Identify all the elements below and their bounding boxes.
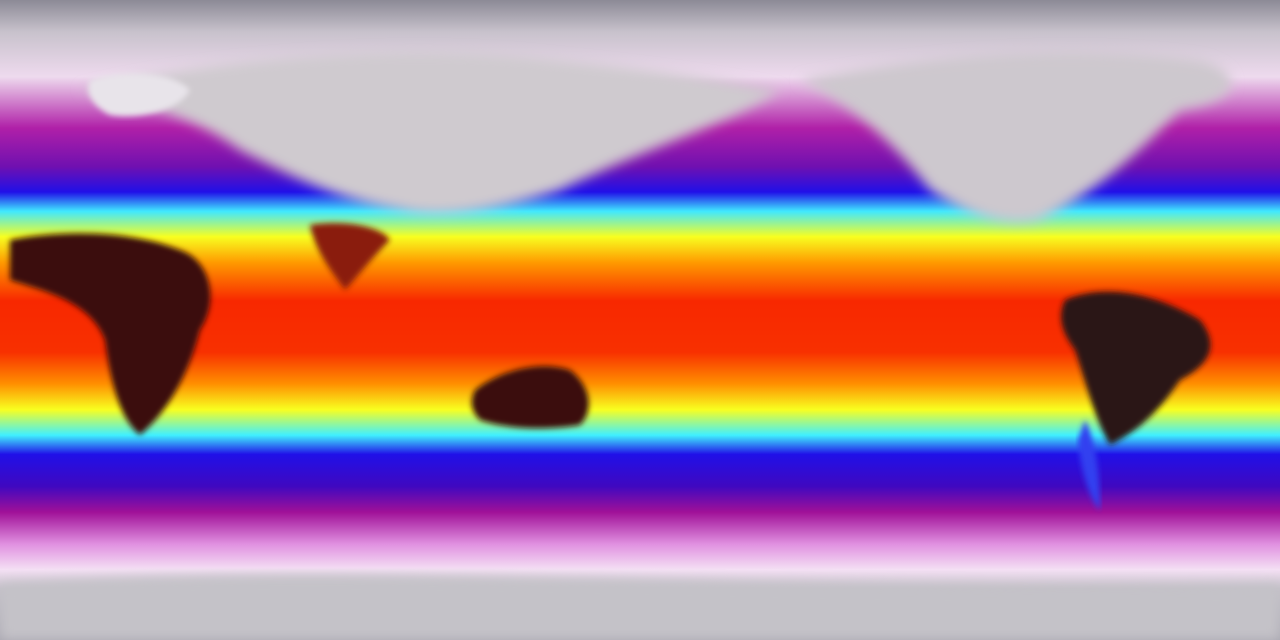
north-america-cold-region: [800, 51, 1232, 223]
eurasia-cold-region: [80, 51, 780, 214]
south-america-hot-region: [1061, 291, 1211, 445]
australia-hot-region: [471, 366, 589, 429]
antarctica-region: [0, 575, 1280, 640]
greenland: [88, 73, 190, 117]
india-hot-region: [310, 223, 390, 290]
africa-hot-region: [10, 233, 211, 435]
southern-andes-cold-strip: [1078, 420, 1100, 510]
